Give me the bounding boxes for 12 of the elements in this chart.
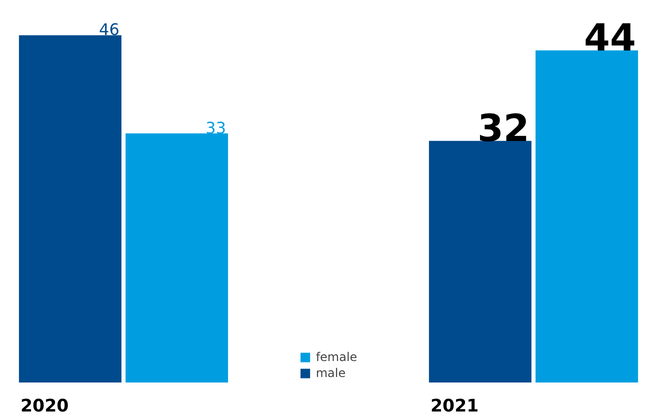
bar (126, 133, 228, 382)
x-tick-label: 2020 (20, 396, 69, 416)
bar (536, 50, 638, 382)
bar (18, 35, 122, 382)
data-label: 44 (584, 15, 636, 60)
legend-label: male (316, 366, 346, 380)
data-label: 32 (477, 106, 530, 150)
bar (428, 140, 532, 382)
x-tick-label: 2021 (430, 396, 479, 416)
legend-label: female (316, 350, 358, 364)
data-label: 33 (206, 118, 226, 138)
data-label: 46 (99, 20, 120, 40)
